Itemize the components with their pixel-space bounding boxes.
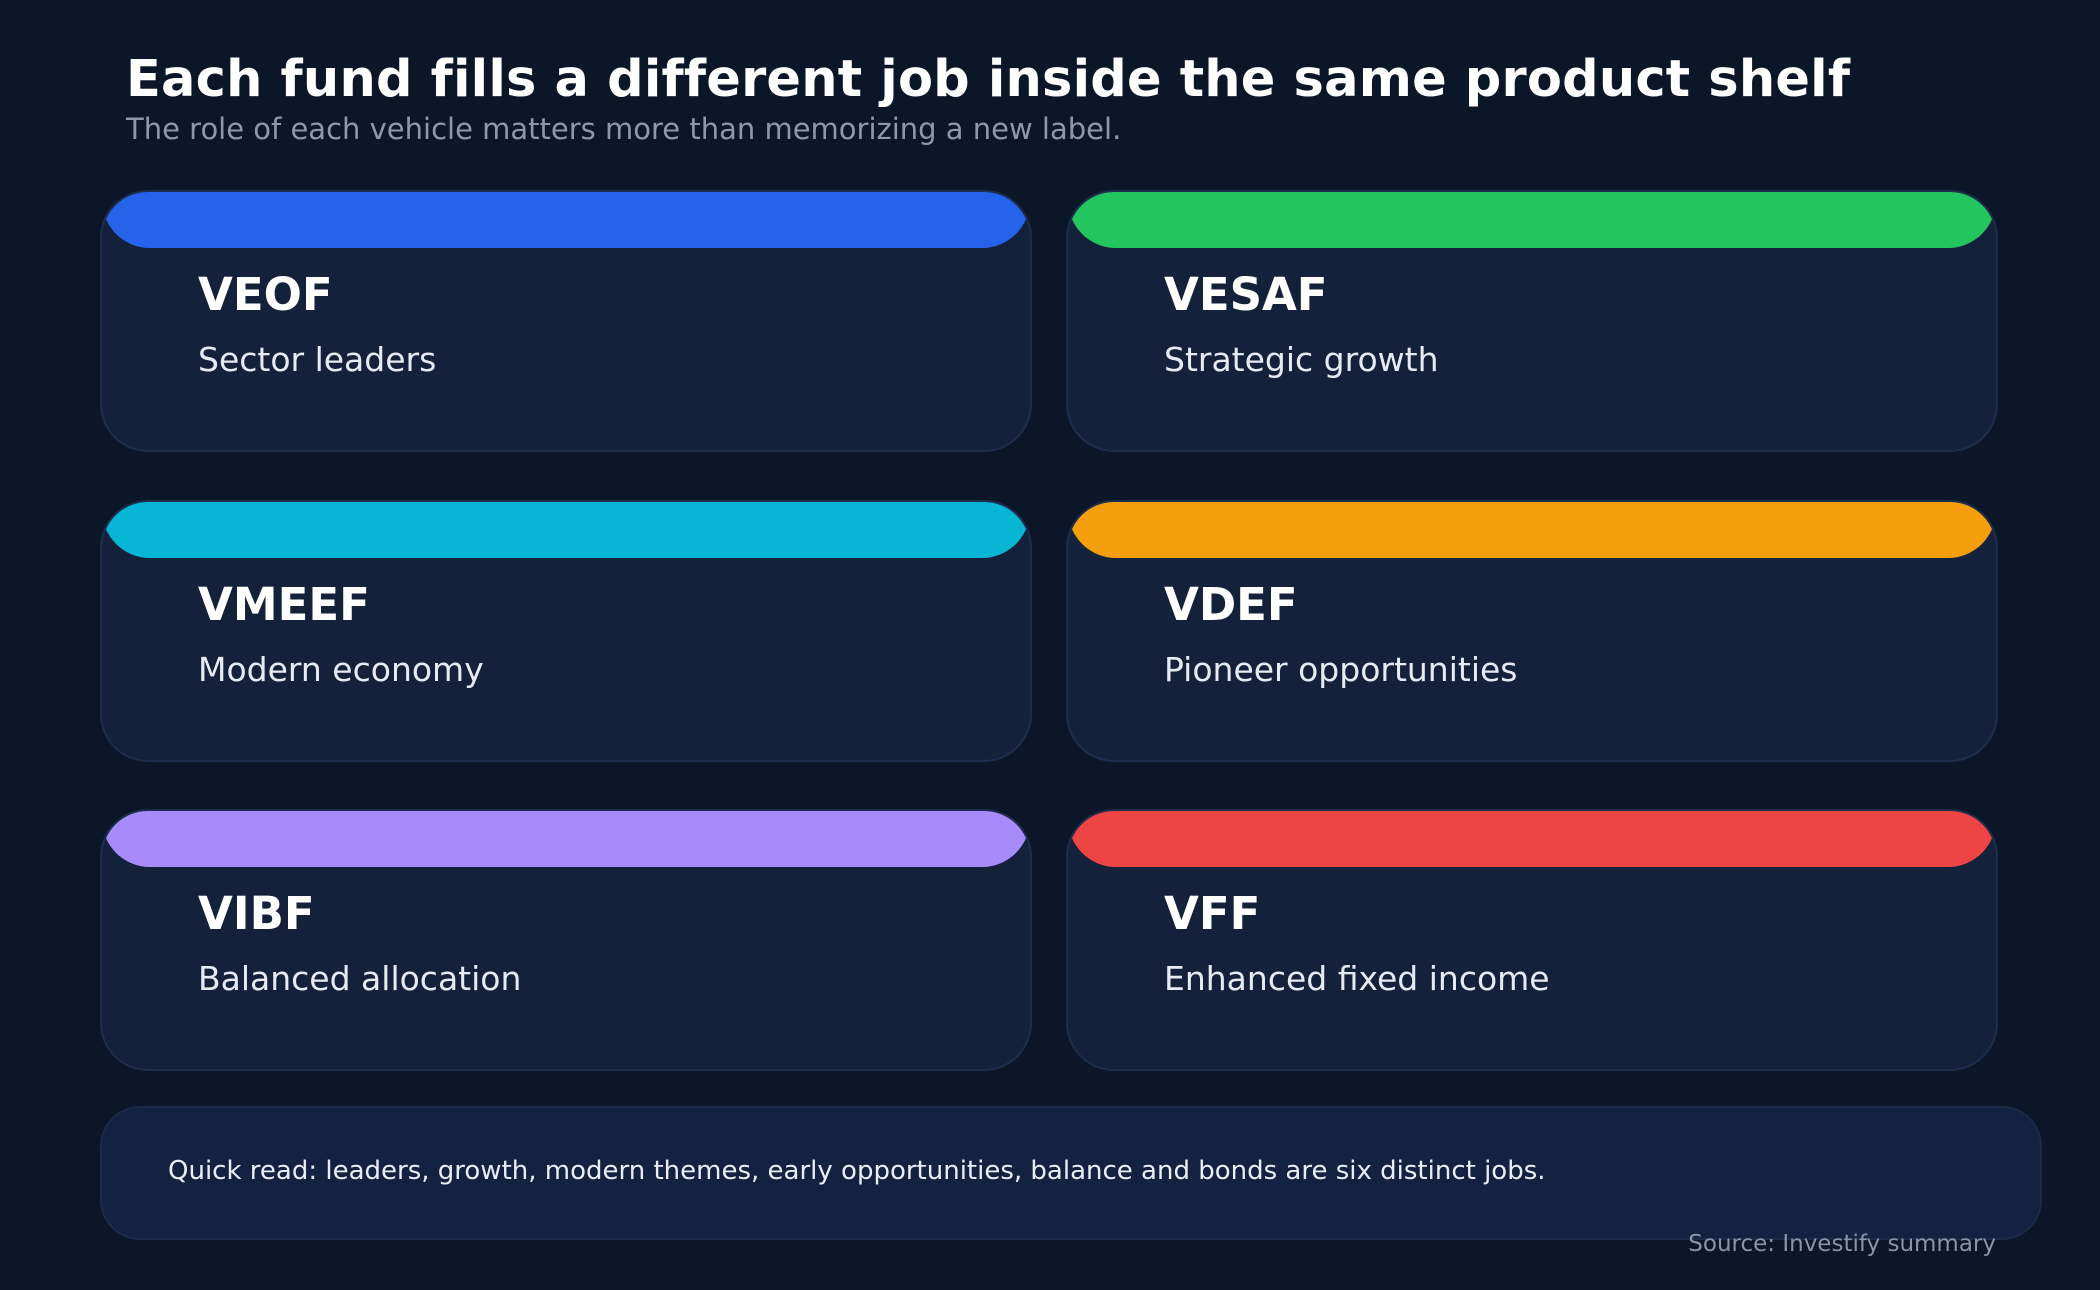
fund-name: VMEEF <box>198 578 370 631</box>
fund-name: VEOF <box>198 268 333 321</box>
page-subtitle: The role of each vehicle matters more th… <box>126 112 1122 146</box>
fund-name: VIBF <box>198 887 315 940</box>
fund-accent-bar <box>1068 502 1996 558</box>
fund-card-vdef: VDEF Pioneer opportunities <box>1066 500 1998 762</box>
fund-role: Strategic growth <box>1164 340 1439 379</box>
source-label: Source: Investify summary <box>1688 1231 1996 1257</box>
fund-card-vff: VFF Enhanced fixed income <box>1066 809 1998 1071</box>
summary-note: Quick read: leaders, growth, modern them… <box>100 1106 2042 1240</box>
fund-name: VFF <box>1164 887 1261 940</box>
fund-name: VESAF <box>1164 268 1328 321</box>
fund-accent-bar <box>102 192 1030 248</box>
page-title: Each fund fills a different job inside t… <box>126 50 1851 109</box>
fund-card-vmeef: VMEEF Modern economy <box>100 500 1032 762</box>
fund-accent-bar <box>102 502 1030 558</box>
summary-note-text: Quick read: leaders, growth, modern them… <box>168 1156 1546 1186</box>
fund-role: Modern economy <box>198 650 484 689</box>
fund-role: Balanced allocation <box>198 959 522 998</box>
fund-name: VDEF <box>1164 578 1298 631</box>
fund-role: Sector leaders <box>198 340 437 379</box>
fund-accent-bar <box>102 811 1030 867</box>
fund-role: Enhanced fixed income <box>1164 959 1550 998</box>
fund-role: Pioneer opportunities <box>1164 650 1518 689</box>
fund-card-veof: VEOF Sector leaders <box>100 190 1032 452</box>
fund-accent-bar <box>1068 192 1996 248</box>
fund-card-vesaf: VESAF Strategic growth <box>1066 190 1998 452</box>
fund-accent-bar <box>1068 811 1996 867</box>
fund-card-vibf: VIBF Balanced allocation <box>100 809 1032 1071</box>
